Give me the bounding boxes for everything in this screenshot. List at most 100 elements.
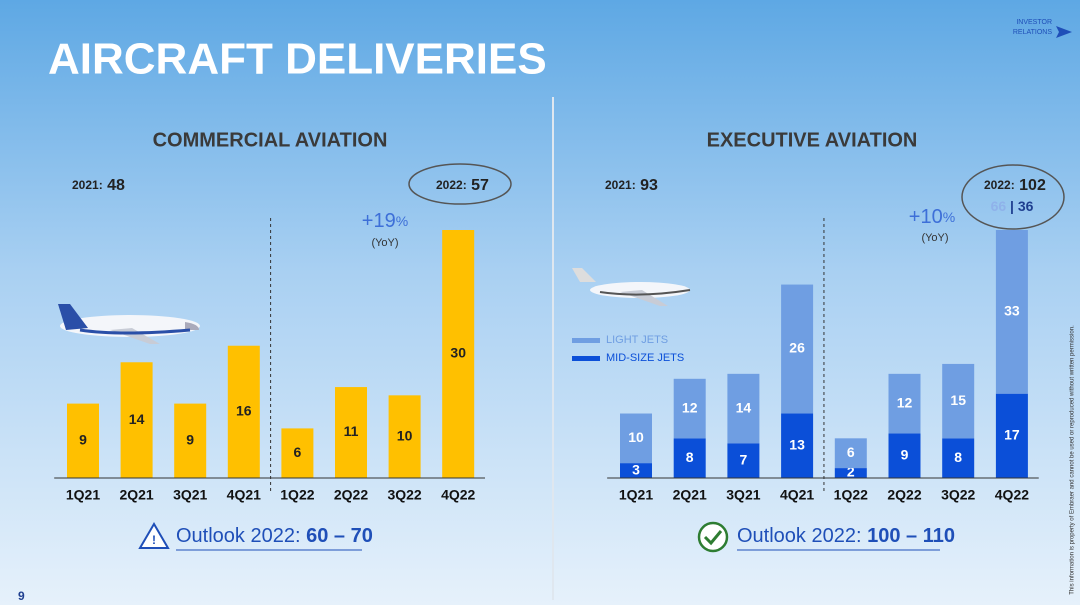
legend-swatch: [572, 356, 600, 361]
x-tick-label: 1Q21: [619, 487, 653, 503]
page-number: 9: [18, 589, 25, 603]
summary-value: 93: [640, 177, 658, 194]
growth-note: (YoY): [371, 237, 398, 249]
x-tick-label: 2Q22: [887, 487, 921, 503]
growth: +19%: [362, 210, 408, 232]
growth-unit: %: [396, 213, 408, 229]
warning-icon: [138, 522, 170, 549]
summary-label: 2021:: [605, 178, 636, 192]
outlook-label: Outlook 2022:: [176, 525, 301, 547]
value-label: 15: [950, 392, 966, 408]
growth-note: (YoY): [921, 232, 948, 244]
x-tick-label: 4Q22: [441, 487, 475, 503]
x-tick-label: 2Q21: [673, 487, 707, 503]
summary-label: 2022:: [984, 178, 1015, 192]
chart-title: COMMERCIAL AVIATION: [153, 129, 388, 151]
value-label: 6: [847, 444, 855, 460]
outlook: Outlook 2022: 100 – 110: [737, 525, 955, 547]
x-tick-label: 3Q22: [941, 487, 975, 503]
disclaimer: This information is property of Embraer …: [1070, 325, 1076, 595]
summary-value: 48: [107, 177, 125, 194]
value-label: 7: [740, 451, 748, 467]
bar-segment: [781, 413, 814, 478]
x-tick-label: 1Q21: [66, 487, 100, 503]
summary-separator: |: [1010, 198, 1014, 214]
plane-image: [58, 304, 200, 344]
value-label: 9: [79, 432, 87, 448]
bar: [442, 230, 475, 478]
bar: [281, 428, 314, 478]
x-tick-label: 1Q22: [280, 487, 314, 503]
value-label: 10: [628, 429, 644, 445]
bar-segment: [620, 413, 652, 464]
bar: [120, 362, 153, 478]
bar-segment: [995, 393, 1028, 478]
bar-segment: [727, 373, 760, 444]
bar-segment: [781, 284, 814, 414]
value-label: 17: [1004, 427, 1020, 443]
value-label: 9: [901, 446, 909, 462]
legend-swatch: [572, 338, 600, 343]
bar-segment: [834, 438, 867, 469]
summary-value: 57: [471, 177, 489, 194]
value-label: 12: [682, 399, 698, 415]
x-tick-label: 3Q21: [726, 487, 760, 503]
bar-segment: [995, 230, 1028, 394]
legend-label: LIGHT JETS: [606, 334, 668, 346]
plane-image: [572, 268, 691, 306]
outlook: Outlook 2022: 60 – 70: [176, 525, 373, 547]
growth-value: +19: [362, 210, 396, 232]
summary-2022: 2022: 57: [436, 177, 489, 194]
value-label: 12: [897, 394, 913, 410]
bar: [67, 403, 99, 478]
legend-label: MID-SIZE JETS: [606, 352, 684, 364]
x-tick-label: 4Q21: [227, 487, 261, 503]
bar-segment: [727, 443, 760, 478]
bar: [227, 345, 260, 478]
value-label: 14: [736, 399, 752, 415]
bar: [388, 395, 421, 478]
value-label: 2: [847, 464, 855, 480]
summary-label: 2021:: [72, 178, 103, 192]
check-mark: [703, 530, 723, 546]
slide-title: AIRCRAFT DELIVERIES: [48, 35, 547, 84]
logo: INVESTOR RELATIONS: [1012, 19, 1052, 36]
bar-segment: [673, 438, 706, 478]
outlook-range: 60 – 70: [306, 525, 373, 547]
bar: [335, 387, 367, 478]
x-tick-label: 2Q22: [334, 487, 368, 503]
logo-arrow: [1056, 26, 1072, 38]
highlight-ellipse: [961, 164, 1065, 230]
value-label: 14: [129, 411, 145, 427]
value-label: 6: [294, 444, 302, 460]
x-tick-label: 3Q21: [173, 487, 207, 503]
growth-value: +10: [909, 206, 943, 228]
value-label: 8: [954, 449, 962, 465]
x-tick-label: 4Q22: [995, 487, 1029, 503]
outlook-range: 100 – 110: [867, 525, 955, 547]
bar-segment: [888, 433, 921, 478]
warning-mark: !: [152, 533, 156, 547]
bar-segment: [834, 468, 867, 478]
outlook-label: Outlook 2022:: [737, 525, 862, 547]
bar: [174, 403, 207, 478]
value-label: 9: [186, 432, 194, 448]
bar-segment: [673, 378, 706, 439]
check-icon: [697, 521, 729, 553]
summary-2022: 2022: 102: [984, 177, 1046, 194]
summary-light: 66: [991, 198, 1007, 214]
x-tick-label: 2Q21: [119, 487, 153, 503]
logo-box: INVESTOR RELATIONS: [1012, 19, 1052, 36]
summary-value: 102: [1019, 177, 1046, 194]
bar-segment: [942, 438, 975, 478]
value-label: 11: [344, 423, 359, 439]
summary-mid: 36: [1018, 198, 1034, 214]
summary-2021: 2021: 93: [605, 177, 658, 194]
bar-segment: [620, 463, 652, 478]
value-label: 16: [236, 403, 252, 419]
value-label: 8: [686, 449, 694, 465]
summary-2021: 2021: 48: [72, 177, 125, 194]
summary-label: 2022:: [436, 178, 467, 192]
